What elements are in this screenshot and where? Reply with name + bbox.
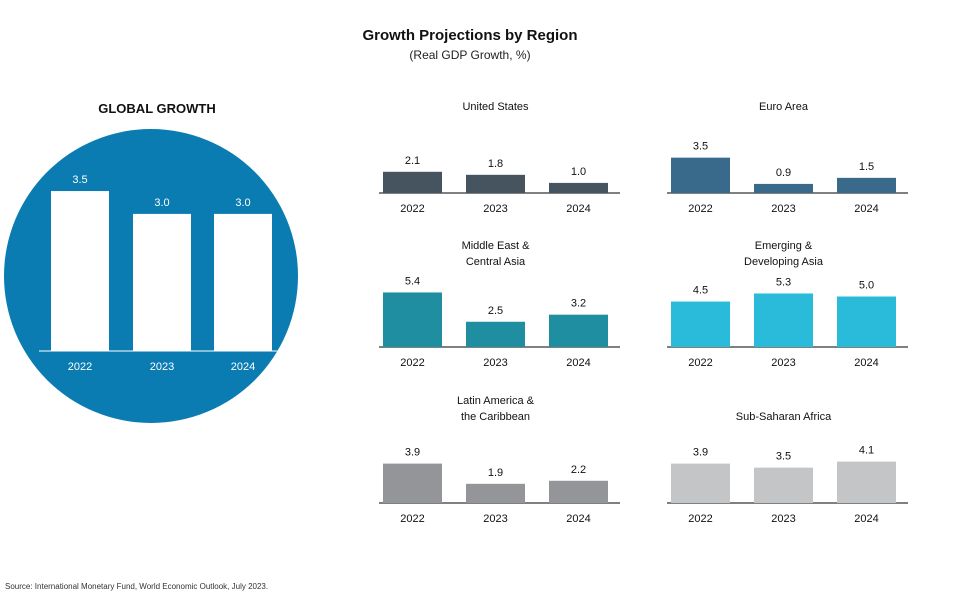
united-states-bar-2023: [466, 174, 525, 193]
united-states-year-label: 2022: [400, 203, 424, 215]
euro-area-year-label: 2023: [771, 203, 795, 215]
latin-america-the-caribbean-year-label: 2023: [483, 513, 507, 525]
latin-america-the-caribbean-bar-2022: [383, 463, 442, 503]
sub-saharan-africa-bar-2022: [671, 463, 730, 503]
global-growth-value-label: 3.5: [72, 174, 87, 186]
euro-area-value-label: 1.5: [859, 161, 874, 173]
middle-east-central-asia-value-label: 2.5: [488, 305, 503, 317]
euro-area-bar-2023: [754, 183, 813, 193]
sub-saharan-africa-bar-2024: [837, 461, 896, 503]
global-growth-value-label: 3.0: [154, 197, 169, 209]
euro-area-year-label: 2022: [688, 203, 712, 215]
latin-america-the-caribbean-value-label: 1.9: [488, 467, 503, 479]
global-growth-bar-2022: [51, 191, 109, 351]
sub-saharan-africa-year-label: 2022: [688, 513, 712, 525]
page-subtitle: (Real GDP Growth, %): [409, 48, 531, 62]
united-states-bar-2022: [383, 171, 442, 193]
middle-east-central-asia-title: Central Asia: [466, 256, 526, 268]
sub-saharan-africa-value-label: 3.5: [776, 451, 791, 463]
emerging-developing-asia-bar-2024: [837, 296, 896, 347]
middle-east-central-asia-value-label: 3.2: [571, 298, 586, 310]
latin-america-the-caribbean-bar-2023: [466, 483, 525, 503]
emerging-developing-asia-bar-2023: [754, 293, 813, 347]
sub-saharan-africa-bar-2023: [754, 467, 813, 503]
emerging-developing-asia-value-label: 5.3: [776, 276, 791, 288]
sub-saharan-africa-value-label: 4.1: [859, 445, 874, 457]
global-growth-value-label: 3.0: [235, 197, 250, 209]
emerging-developing-asia-title: Developing Asia: [744, 256, 824, 268]
latin-america-the-caribbean-value-label: 3.9: [405, 447, 420, 459]
sub-saharan-africa-year-label: 2023: [771, 513, 795, 525]
global-growth-bar-2024: [214, 213, 272, 351]
emerging-developing-asia-bar-2022: [671, 301, 730, 347]
middle-east-central-asia-bar-2022: [383, 292, 442, 347]
emerging-developing-asia-year-label: 2023: [771, 357, 795, 369]
united-states-value-label: 1.8: [488, 158, 503, 170]
global-growth-bar-2023: [133, 213, 191, 351]
emerging-developing-asia-value-label: 5.0: [859, 280, 874, 292]
united-states-value-label: 2.1: [405, 155, 420, 167]
united-states-year-label: 2023: [483, 203, 507, 215]
latin-america-the-caribbean-bar-2024: [549, 480, 608, 503]
middle-east-central-asia-value-label: 5.4: [405, 275, 420, 287]
united-states-bar-2024: [549, 182, 608, 193]
middle-east-central-asia-bar-2023: [466, 321, 525, 347]
middle-east-central-asia-year-label: 2023: [483, 357, 507, 369]
euro-area-bar-2024: [837, 177, 896, 193]
euro-area-title: Euro Area: [759, 101, 809, 113]
united-states-year-label: 2024: [566, 203, 590, 215]
united-states-title: United States: [462, 101, 529, 113]
euro-area-year-label: 2024: [854, 203, 878, 215]
latin-america-the-caribbean-title: Latin America &: [457, 395, 535, 407]
latin-america-the-caribbean-title: the Caribbean: [461, 411, 530, 423]
global-growth-year-label: 2023: [150, 361, 174, 373]
euro-area-value-label: 0.9: [776, 167, 791, 179]
latin-america-the-caribbean-year-label: 2022: [400, 513, 424, 525]
page-title: Growth Projections by Region: [362, 27, 578, 44]
middle-east-central-asia-year-label: 2022: [400, 357, 424, 369]
global-growth-year-label: 2022: [68, 361, 92, 373]
middle-east-central-asia-bar-2024: [549, 314, 608, 347]
emerging-developing-asia-value-label: 4.5: [693, 285, 708, 297]
euro-area-value-label: 3.5: [693, 141, 708, 153]
emerging-developing-asia-title: Emerging &: [755, 240, 813, 252]
united-states-value-label: 1.0: [571, 166, 586, 178]
latin-america-the-caribbean-year-label: 2024: [566, 513, 590, 525]
emerging-developing-asia-year-label: 2022: [688, 357, 712, 369]
euro-area-bar-2022: [671, 157, 730, 193]
global-growth-year-label: 2024: [231, 361, 255, 373]
source-note: Source: International Monetary Fund, Wor…: [5, 582, 269, 591]
latin-america-the-caribbean-value-label: 2.2: [571, 464, 586, 476]
sub-saharan-africa-value-label: 3.9: [693, 447, 708, 459]
sub-saharan-africa-year-label: 2024: [854, 513, 878, 525]
sub-saharan-africa-title: Sub-Saharan Africa: [736, 411, 832, 423]
middle-east-central-asia-title: Middle East &: [462, 240, 531, 252]
global-growth-title: GLOBAL GROWTH: [98, 101, 215, 116]
middle-east-central-asia-year-label: 2024: [566, 357, 590, 369]
emerging-developing-asia-year-label: 2024: [854, 357, 878, 369]
